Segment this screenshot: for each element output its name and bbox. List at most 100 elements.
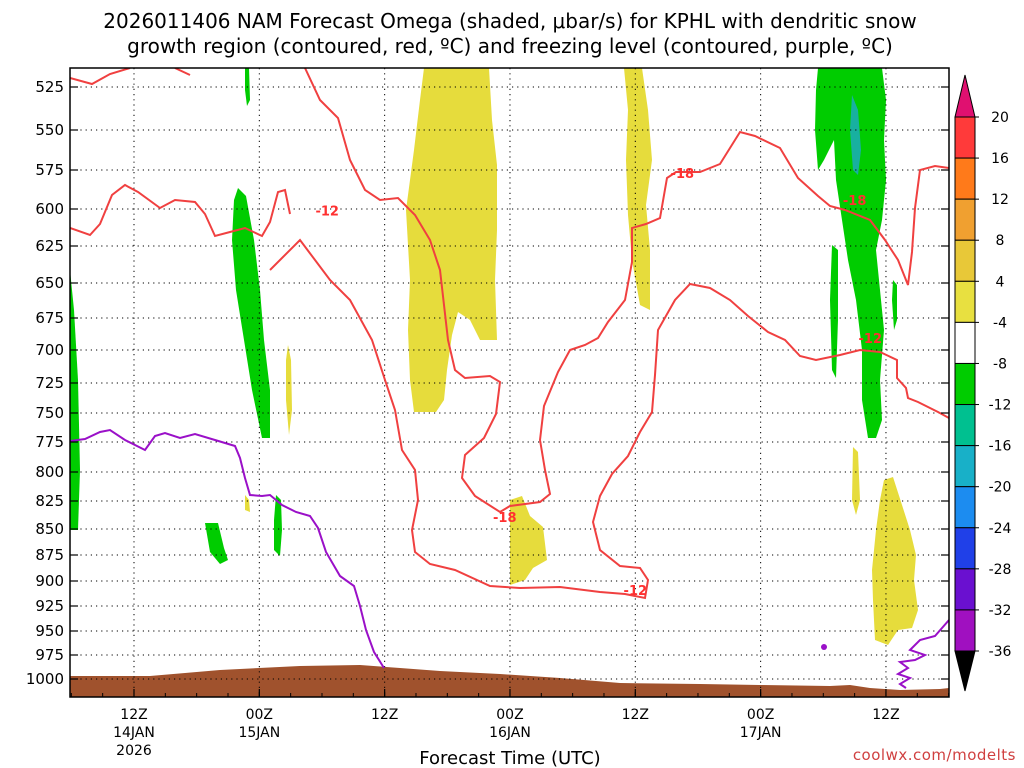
y-tick-label: 950 [35,622,64,640]
terrain-region [70,665,949,697]
omega-positive-region-1 [406,68,497,412]
y-tick-label: 700 [35,341,64,359]
omega-negative-region-1 [232,188,270,438]
contour-label: -12 [859,332,883,347]
dendritic-contour-minus18-a [70,68,131,86]
omega-negative-region-8 [892,280,897,330]
contour-label: -12 [315,204,339,219]
x-tick-label: 12Z [120,707,147,723]
colorbar-label: -8 [993,356,1007,372]
contour-label: -18 [843,194,867,209]
omega-positive-region-2 [624,68,652,310]
x-axis-label: Forecast Time (UTC) [419,748,600,768]
y-tick-label: 800 [35,463,64,481]
x-tick-label: 00Z [246,707,273,723]
omega-negative-region-7 [830,245,838,378]
y-tick-label: 725 [35,374,64,392]
colorbar-label: -16 [989,439,1012,455]
colorbar-swatch [954,609,976,652]
x-tick-label: 12Z [622,707,649,723]
omega-negative-region-9 [850,95,861,175]
colorbar-swatch [954,157,976,200]
y-tick-label: 550 [35,121,64,139]
colorbar-label: -36 [989,644,1012,660]
omega-positive-region-7 [245,495,250,512]
contour-label: -18 [493,511,517,526]
y-tick-label: 1000 [26,670,64,688]
x-tick-label: 12Z [371,707,398,723]
y-tick-label: 675 [35,309,64,327]
colorbar-label: 12 [991,192,1009,208]
y-tick-label: 850 [35,520,64,538]
y-tick-label: 875 [35,546,64,564]
x-tick-date: 17JAN [740,725,782,741]
freezing-level-contour-2 [895,619,949,689]
omega-negative-region-6 [815,68,886,438]
colorbar-label: 16 [991,151,1009,167]
dendritic-contour-minus18-b [174,68,191,76]
omega-negative-region-2 [70,270,80,530]
shaded-fields [70,68,949,697]
colorbar-label: -12 [989,398,1012,414]
colorbar-swatch [954,280,976,323]
contour-label: -12 [624,584,648,599]
x-tick-year: 2026 [116,743,152,759]
colorbar-label: 4 [996,274,1005,290]
freezing-level-contour [70,428,385,669]
colorbar-swatch [954,568,976,611]
colorbar-label: -32 [989,603,1012,619]
chart-title-line-2: growth region (contoured, red, ºC) and f… [127,34,893,58]
y-tick-label: 625 [35,237,64,255]
freezing-level-point [821,644,827,650]
colorbar-bottom-triangle [954,650,976,692]
colorbar-swatch [954,445,976,488]
x-tick-date: 15JAN [238,725,280,741]
colorbar-label: -4 [993,315,1007,331]
y-axis-ticks: 525 550 575 600 625 650 675 700 725 750 775 800 825 8… [26,78,949,688]
x-axis-ticks: 12Z 14JAN 2026 00Z 15JAN 12Z 00Z 16JAN 12Z 00Z 17J… [70,689,950,759]
y-tick-label: 650 [35,274,64,292]
x-tick-date: 14JAN [113,725,155,741]
y-tick-label: 900 [35,572,64,590]
colorbar-swatch [954,404,976,447]
x-tick-label: 12Z [872,707,899,723]
colorbar-swatch [954,321,976,364]
omega-negative-region-3 [205,523,228,564]
omega-positive-region-6 [286,345,292,435]
chart-title-line-1: 2026011406 NAM Forecast Omega (shaded, μ… [103,9,916,33]
colorbar-label: 8 [996,233,1005,249]
y-tick-label: 925 [35,597,64,615]
colorbar-label: -20 [989,480,1012,496]
colorbar-swatch [954,239,976,282]
colorbar-label: -24 [989,521,1012,537]
horizontal-gridlines [70,86,949,680]
y-tick-label: 975 [35,646,64,664]
colorbar: 20 16 12 8 4 -4 -8 -12 -16 -20 -24 -28 -32 -36 [954,74,1012,692]
x-tick-date: 16JAN [489,725,531,741]
colorbar-swatch [954,527,976,570]
contour-labels: -12 -18 -18 -12 -18 -12 [315,167,883,599]
colorbar-swatch [954,486,976,529]
y-tick-label: 775 [35,433,64,451]
vertical-gridlines [133,68,887,697]
y-tick-label: 750 [35,404,64,422]
y-tick-label: 575 [35,161,64,179]
dendritic-contour-minus12-c [269,238,949,600]
dendritic-contour-minus12-a [70,183,291,238]
omega-negative-region-4 [274,495,282,556]
colorbar-label: 20 [991,110,1009,126]
colorbar-top-triangle [954,74,976,118]
x-tick-label: 00Z [496,707,523,723]
colorbar-swatch [954,116,976,159]
credit-text: coolwx.com/modelts [853,746,1016,764]
colorbar-swatch [954,362,976,406]
omega-positive-region-3 [510,496,547,585]
contour-label: -18 [671,167,695,182]
omega-positive-region-4 [872,477,918,645]
colorbar-label: -28 [989,562,1012,578]
x-tick-label: 00Z [747,707,774,723]
omega-positive-region-5 [852,447,860,515]
y-tick-label: 825 [35,492,64,510]
colorbar-swatch [954,198,976,241]
